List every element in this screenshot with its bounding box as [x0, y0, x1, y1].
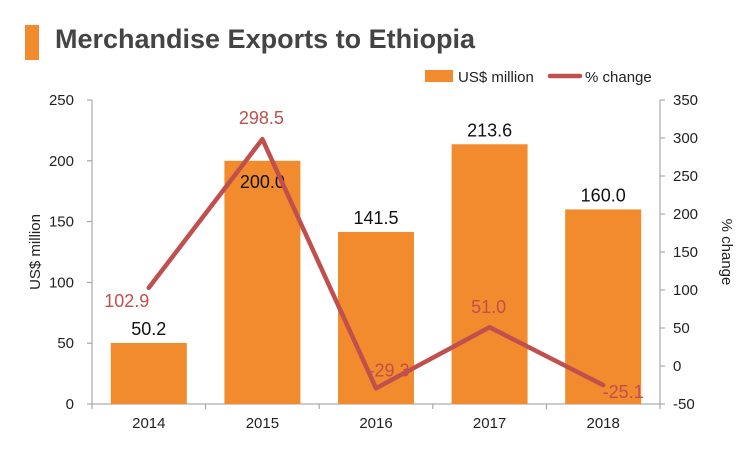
pct-change-line — [146, 136, 606, 391]
legend-bar-swatch — [425, 70, 453, 82]
right-tick-label: 200 — [673, 206, 698, 223]
line-value-label: -29.3 — [368, 360, 409, 380]
bar — [110, 342, 187, 404]
right-tick-label: 150 — [673, 244, 698, 261]
bar-value-label: 141.5 — [353, 208, 398, 228]
bar-value-label: 213.6 — [467, 120, 512, 140]
bar — [451, 144, 528, 405]
left-tick-label: 50 — [57, 335, 74, 352]
right-tick-label: 300 — [673, 130, 698, 147]
bar — [224, 160, 301, 404]
right-tick-label: 50 — [673, 320, 690, 337]
x-tick-label: 2014 — [132, 415, 165, 432]
line-value-label: 51.0 — [471, 297, 506, 317]
chart-title: Merchandise Exports to Ethiopia — [55, 24, 476, 54]
right-tick-label: 0 — [673, 358, 681, 375]
title-accent-bar — [25, 25, 39, 60]
left-tick-label: 0 — [66, 396, 74, 413]
right-tick-label: -50 — [673, 396, 695, 413]
legend-bar-label: US$ million — [458, 69, 534, 86]
bar — [565, 209, 642, 404]
right-tick-label: 350 — [673, 92, 698, 109]
line-value-label: -25.1 — [603, 382, 644, 402]
left-tick-label: 250 — [49, 92, 74, 109]
line-value-label: 298.5 — [239, 108, 284, 128]
bar-value-label: 160.0 — [581, 185, 626, 205]
right-tick-label: 250 — [673, 168, 698, 185]
y-axis-title: US$ million — [27, 214, 44, 290]
x-tick-label: 2016 — [359, 415, 392, 432]
left-tick-label: 150 — [49, 214, 74, 231]
line-value-label: 102.9 — [104, 291, 149, 311]
right-tick-label: 100 — [673, 282, 698, 299]
x-tick-label: 2018 — [587, 415, 620, 432]
left-tick-label: 100 — [49, 274, 74, 291]
x-tick-label: 2017 — [473, 415, 506, 432]
bar-value-label: 50.2 — [131, 319, 166, 339]
bar-value-label: 200.0 — [240, 172, 285, 192]
left-tick-label: 200 — [49, 153, 74, 170]
x-tick-label: 2015 — [246, 415, 279, 432]
legend-line-label: % change — [585, 69, 652, 86]
y-axis-right-title: % change — [718, 219, 735, 286]
